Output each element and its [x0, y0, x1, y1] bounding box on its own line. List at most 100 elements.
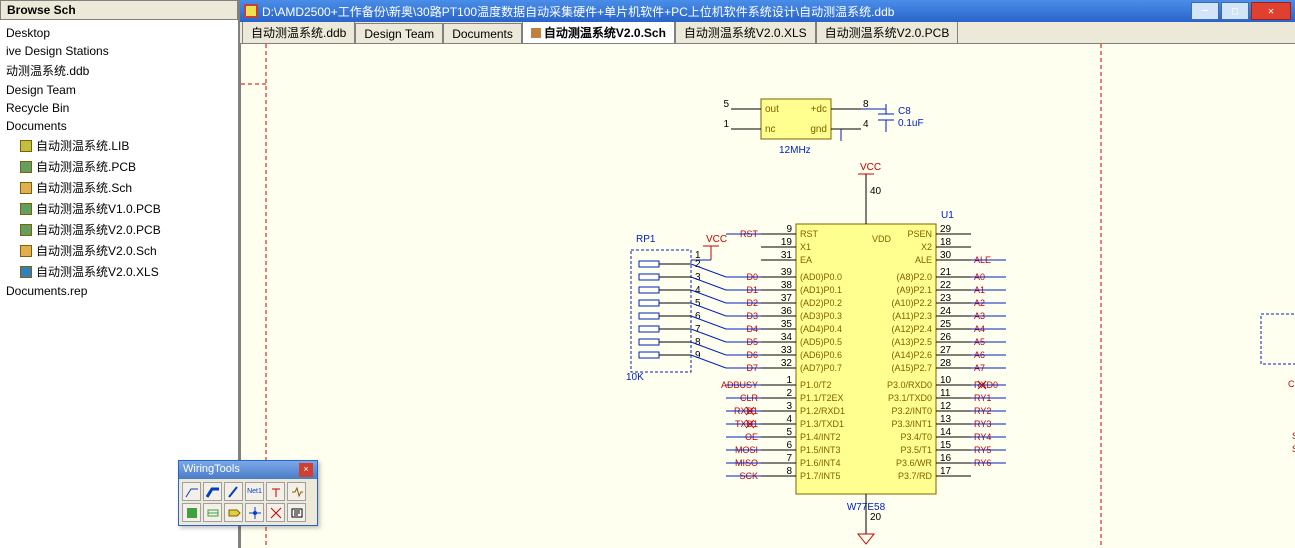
svg-text:37: 37 — [781, 293, 793, 304]
svg-text:26: 26 — [940, 332, 952, 343]
svg-text:P1.7/INT5: P1.7/INT5 — [800, 471, 841, 481]
svg-text:P3.4/T0: P3.4/T0 — [900, 432, 932, 442]
svg-text:10K: 10K — [626, 372, 644, 383]
svg-text:P3.7/RD: P3.7/RD — [898, 471, 933, 481]
tab-icon — [531, 28, 541, 38]
svg-text:7: 7 — [786, 453, 792, 464]
tree-item[interactable]: Documents.rep — [2, 282, 236, 300]
document-tab[interactable]: 自动测温系统V2.0.PCB — [816, 22, 959, 43]
document-tab[interactable]: Design Team — [355, 23, 443, 43]
svg-text:(AD6)P0.6: (AD6)P0.6 — [800, 350, 842, 360]
tree-item[interactable]: Desktop — [2, 24, 236, 42]
svg-text:8: 8 — [786, 466, 792, 477]
svg-text:30: 30 — [940, 250, 952, 261]
tree-item[interactable]: 动测温系统.ddb — [2, 60, 236, 81]
svg-text:P1.3/TXD1: P1.3/TXD1 — [800, 419, 844, 429]
tree-item[interactable]: 自动测温系统.PCB — [2, 156, 236, 177]
tree-item[interactable]: Documents — [2, 117, 236, 135]
document-tab-bar: 自动测温系统.ddbDesign TeamDocuments自动测温系统V2.0… — [240, 22, 1295, 44]
file-icon — [20, 182, 32, 194]
svg-text:7: 7 — [695, 324, 701, 335]
svg-text:VCC: VCC — [706, 234, 727, 245]
tree-item[interactable]: ive Design Stations — [2, 42, 236, 60]
wiring-tools-palette[interactable]: WiringTools × Net1 — [178, 460, 318, 526]
svg-text:nc: nc — [765, 124, 776, 135]
pcb-directive-tool[interactable] — [287, 503, 306, 522]
svg-text:11: 11 — [940, 388, 951, 399]
svg-text:P3.3/INT1: P3.3/INT1 — [891, 419, 932, 429]
tree-item[interactable]: 自动测温系统V2.0.PCB — [2, 219, 236, 240]
svg-text:4: 4 — [863, 119, 869, 130]
svg-text:(AD1)P0.1: (AD1)P0.1 — [800, 285, 842, 295]
svg-text:CLOCK: CLOCK — [1288, 379, 1295, 389]
svg-text:13: 13 — [940, 414, 952, 425]
minimize-button[interactable]: ─ — [1191, 2, 1219, 20]
svg-text:RST: RST — [800, 229, 819, 239]
svg-text:P1.1/T2EX: P1.1/T2EX — [800, 393, 844, 403]
junction-tool[interactable] — [245, 503, 264, 522]
svg-text:9: 9 — [786, 224, 792, 235]
bus-tool[interactable] — [203, 482, 222, 501]
svg-text:P1.5/INT3: P1.5/INT3 — [800, 445, 841, 455]
tree-item[interactable]: Design Team — [2, 81, 236, 99]
explorer-header: Browse Sch — [0, 0, 238, 20]
tree-item[interactable]: 自动测温系统V2.0.XLS — [2, 261, 236, 282]
svg-text:VDD: VDD — [872, 234, 892, 244]
tree-item[interactable]: 自动测温系统V2.0.Sch — [2, 240, 236, 261]
tree-item[interactable]: 自动测温系统.LIB — [2, 135, 236, 156]
window-title: D:\AMD2500+工作备份\新奥\30路PT100温度数据自动采集硬件+单片… — [262, 3, 894, 20]
sheet-entry-tool[interactable] — [203, 503, 222, 522]
svg-text:1: 1 — [723, 119, 729, 130]
app-icon — [244, 4, 258, 18]
svg-text:(A10)P2.2: (A10)P2.2 — [891, 298, 932, 308]
file-icon — [20, 203, 32, 215]
file-icon — [20, 161, 32, 173]
maximize-button[interactable]: □ — [1221, 2, 1249, 20]
svg-text:0.1uF: 0.1uF — [898, 118, 924, 129]
svg-text:P3.1/TXD0: P3.1/TXD0 — [888, 393, 932, 403]
power-port-tool[interactable] — [266, 482, 285, 501]
document-tab[interactable]: Documents — [443, 23, 522, 43]
svg-text:RP1: RP1 — [636, 234, 656, 245]
wire-tool[interactable] — [182, 482, 201, 501]
svg-text:21: 21 — [940, 267, 952, 278]
svg-text:5: 5 — [723, 99, 729, 110]
tree-item[interactable]: 自动测温系统V1.0.PCB — [2, 198, 236, 219]
svg-text:P1.2/RXD1: P1.2/RXD1 — [800, 406, 845, 416]
svg-text:22: 22 — [940, 280, 952, 291]
schematic-canvas[interactable]: 5out1nc8+dc4gnd12MHzC80.1uFU1W77E5840VDD… — [240, 44, 1295, 548]
file-icon — [20, 266, 32, 278]
document-tab[interactable]: 自动测温系统V2.0.XLS — [675, 22, 816, 43]
svg-text:+dc: +dc — [811, 104, 827, 115]
svg-text:(AD5)P0.5: (AD5)P0.5 — [800, 337, 842, 347]
svg-text:10: 10 — [940, 375, 952, 386]
bus-entry-tool[interactable] — [224, 482, 243, 501]
svg-text:31: 31 — [781, 250, 793, 261]
svg-text:out: out — [765, 104, 779, 115]
tree-item[interactable]: 自动测温系统.Sch — [2, 177, 236, 198]
close-button[interactable]: ✕ — [1251, 2, 1291, 20]
sheet-symbol-tool[interactable] — [182, 503, 201, 522]
explorer-tree: Desktopive Design Stations动测温系统.ddbDesig… — [0, 20, 238, 304]
file-icon — [20, 224, 32, 236]
svg-text:P1.4/INT2: P1.4/INT2 — [800, 432, 841, 442]
svg-text:2: 2 — [695, 259, 701, 270]
document-tab[interactable]: 自动测温系统V2.0.Sch — [522, 22, 675, 43]
tree-item[interactable]: Recycle Bin — [2, 99, 236, 117]
port-tool[interactable] — [224, 503, 243, 522]
no-erc-tool[interactable] — [266, 503, 285, 522]
svg-text:3: 3 — [786, 401, 792, 412]
svg-text:12MHz: 12MHz — [779, 145, 811, 156]
wiring-close-icon[interactable]: × — [299, 463, 313, 477]
svg-text:29: 29 — [940, 224, 952, 235]
svg-text:17: 17 — [940, 466, 952, 477]
svg-text:P3.5/T1: P3.5/T1 — [900, 445, 932, 455]
svg-text:EA: EA — [800, 255, 812, 265]
svg-text:ALE: ALE — [915, 255, 932, 265]
part-tool[interactable] — [287, 482, 306, 501]
wiring-tools-title[interactable]: WiringTools × — [179, 461, 317, 479]
svg-text:2: 2 — [786, 388, 792, 399]
net-label-tool[interactable]: Net1 — [245, 482, 264, 501]
svg-text:1: 1 — [786, 375, 792, 386]
document-tab[interactable]: 自动测温系统.ddb — [242, 22, 355, 43]
